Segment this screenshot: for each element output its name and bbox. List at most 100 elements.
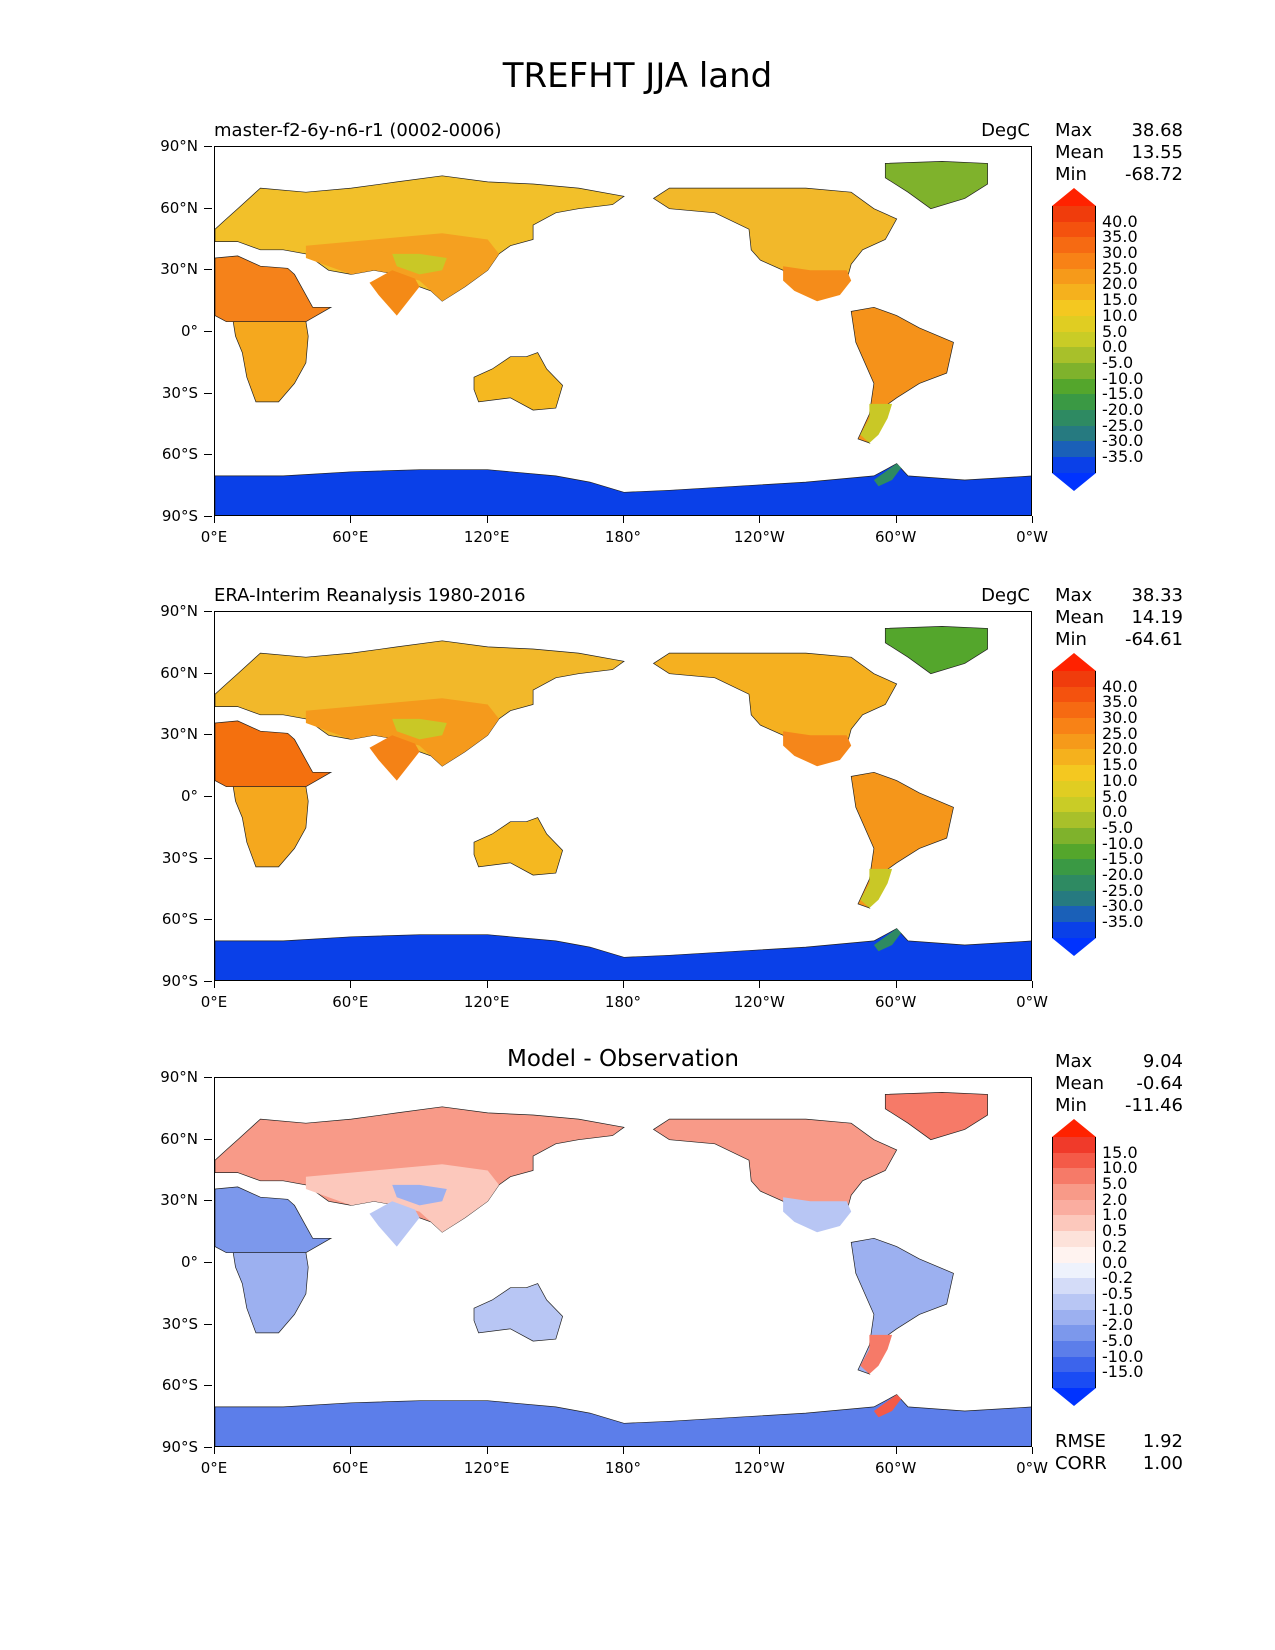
colorbar-segment — [1052, 331, 1096, 348]
colorbar-segment — [1052, 733, 1096, 750]
mean-value: -0.64 — [1136, 1073, 1183, 1094]
panel-observation: ERA-Interim Reanalysis 1980-2016 DegC Ma… — [0, 585, 1275, 1045]
colorbar-segment — [1052, 1309, 1096, 1326]
colorbar-under-extension — [1052, 472, 1096, 491]
region-australia — [473, 352, 563, 411]
colorbar-tick-label: 40.0 — [1102, 676, 1138, 696]
stats-box: Max 9.04 Mean -0.64 Min -11.46 — [1055, 1051, 1183, 1117]
corr-label: CORR — [1055, 1453, 1107, 1474]
min-value: -64.61 — [1124, 629, 1183, 650]
lat-tick-label: 30°S — [140, 1315, 212, 1333]
max-label: Max — [1055, 585, 1093, 606]
panel-model: master-f2-6y-n6-r1 (0002-0006) DegC Max 3… — [0, 120, 1275, 580]
colorbar-tick-label: -1.0 — [1102, 1299, 1134, 1319]
colorbar-segment — [1052, 686, 1096, 703]
colorbar-segment — [1052, 362, 1096, 379]
colorbar-tick-label: -10.0 — [1102, 1346, 1144, 1366]
region-antarctica — [215, 463, 1031, 515]
lon-tick-label: 0°E — [174, 1447, 254, 1477]
max-value: 9.04 — [1142, 1051, 1183, 1072]
colorbar-segment — [1052, 1246, 1096, 1263]
colorbar-tick-label: -10.0 — [1102, 368, 1144, 388]
colorbar-tick-label: -0.5 — [1102, 1283, 1134, 1303]
mean-label: Mean — [1055, 607, 1105, 628]
lat-tick-label: 60°S — [140, 1376, 212, 1394]
lat-tick-label: 60°N — [140, 664, 212, 682]
colorbar-tick-label: -15.0 — [1102, 849, 1144, 869]
lon-tick-label: 0°E — [174, 981, 254, 1011]
region-antarctica-pen — [873, 463, 902, 487]
colorbar-segment — [1052, 378, 1096, 395]
colorbar-segment — [1052, 1168, 1096, 1185]
panel-title: master-f2-6y-n6-r1 (0002-0006) — [214, 120, 502, 141]
region-na-south — [783, 1197, 852, 1233]
panel-title: ERA-Interim Reanalysis 1980-2016 — [214, 585, 526, 606]
min-label: Min — [1055, 164, 1087, 185]
region-africa-n — [215, 255, 333, 323]
colorbar-tick-label: -2.0 — [1102, 1315, 1134, 1335]
region-greenland — [884, 161, 988, 210]
colorbar-tick-label: 0.0 — [1102, 337, 1128, 357]
colorbar-segment — [1052, 765, 1096, 781]
lat-tick-label: 90°N — [140, 602, 212, 620]
region-greenland — [884, 1092, 988, 1141]
lon-tick-label: 120°E — [447, 516, 527, 546]
colorbar-tick-label: -15.0 — [1102, 384, 1144, 404]
colorbar-tick-label: -5.0 — [1102, 1330, 1134, 1350]
colorbar-segment — [1052, 1199, 1096, 1216]
lon-tick-label: 120°W — [719, 516, 799, 546]
lat-tick-label: 30°N — [140, 1191, 212, 1209]
lon-tick-label: 60°W — [856, 981, 936, 1011]
colorbar-segment — [1052, 890, 1096, 907]
colorbar-segment — [1052, 1356, 1096, 1373]
panel-units: DegC — [981, 585, 1030, 606]
colorbar-segment — [1052, 441, 1096, 457]
lat-tick-label: 90°S — [140, 507, 212, 525]
colorbar-tick-label: 15.0 — [1102, 290, 1138, 310]
colorbar-tick-label: 35.0 — [1102, 692, 1138, 712]
colorbar-tick-label: -5.0 — [1102, 817, 1134, 837]
lon-tick-label: 120°W — [719, 1447, 799, 1477]
colorbar-tick-label: 0.5 — [1102, 1221, 1128, 1241]
region-tibet — [392, 718, 447, 740]
lon-tick-label: 180° — [583, 1447, 663, 1477]
lat-tick-label: 60°N — [140, 1130, 212, 1148]
colorbar-segment — [1052, 1340, 1096, 1357]
lat-tick-label: 30°N — [140, 260, 212, 278]
colorbar-tick-label: 10.0 — [1102, 1158, 1138, 1178]
mean-label: Mean — [1055, 1073, 1105, 1094]
region-africa-s — [232, 321, 309, 403]
colorbar-tick-label: -35.0 — [1102, 912, 1144, 931]
region-africa-n — [215, 1186, 333, 1254]
rmse-box: RMSE 1.92 CORR 1.00 — [1055, 1431, 1183, 1475]
colorbar-segment — [1052, 1152, 1096, 1169]
colorbar-over-extension — [1052, 653, 1096, 671]
colorbar-under-extension — [1052, 1388, 1096, 1406]
min-value: -68.72 — [1124, 164, 1183, 185]
colorbar-tick-label: 15.0 — [1102, 1142, 1138, 1162]
colorbar-tick-label: 35.0 — [1102, 227, 1138, 247]
figure-title: TREFHT JJA land — [502, 56, 773, 96]
mean-label: Mean — [1055, 142, 1105, 163]
colorbar-labels: 40.0 35.0 30.0 25.0 20.0 15.0 10.0 5.0 0.0 -5.0 -1… — [1102, 213, 1144, 465]
max-label: Max — [1055, 120, 1093, 141]
colorbar-segment — [1052, 1278, 1096, 1294]
panel-units: DegC — [981, 120, 1030, 141]
colorbar-segment — [1052, 827, 1096, 844]
colorbar-tick-label: -0.2 — [1102, 1268, 1134, 1288]
colorbar-tick-label: 0.0 — [1102, 1252, 1128, 1272]
colorbar-under-extension — [1052, 937, 1096, 956]
colorbar-tick-label: 2.0 — [1102, 1189, 1128, 1209]
lon-tick-label: 120°E — [447, 981, 527, 1011]
colorbar-segment — [1052, 409, 1096, 426]
region-greenland — [884, 626, 988, 675]
colorbar-segment — [1052, 796, 1096, 813]
lon-tick-label: 180° — [583, 981, 663, 1011]
colorbar-segment — [1052, 922, 1096, 938]
colorbar-segment — [1052, 425, 1096, 442]
corr-value: 1.00 — [1142, 1453, 1183, 1474]
region-sa-south — [860, 868, 893, 908]
colorbar-tick-label: 0.0 — [1102, 802, 1128, 822]
max-value: 38.68 — [1131, 120, 1183, 141]
colorbar-segment — [1052, 206, 1096, 222]
